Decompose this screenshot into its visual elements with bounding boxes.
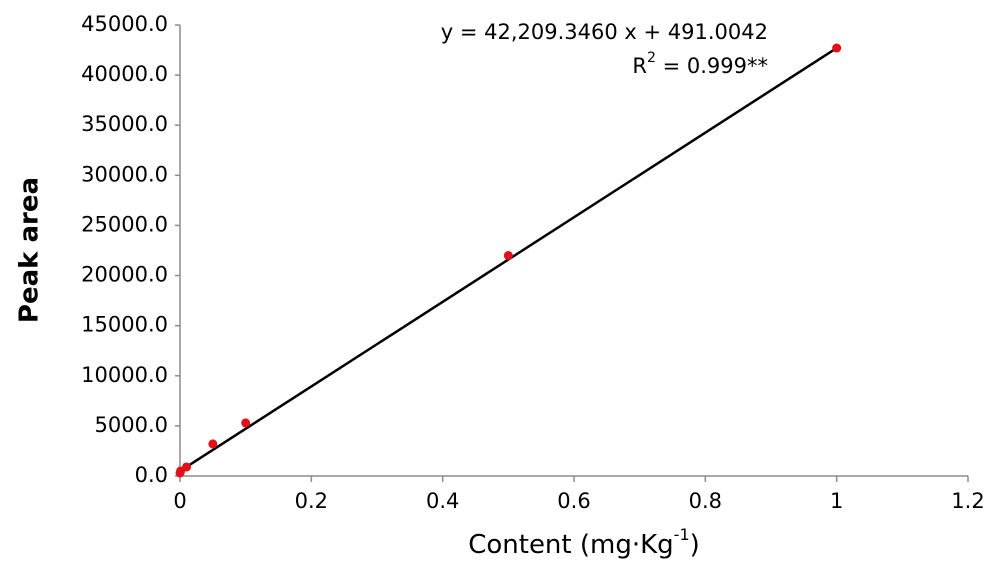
y-tick-label: 35000.0 [81, 112, 168, 136]
data-point [503, 251, 513, 261]
y-tick-label: 0.0 [135, 463, 168, 487]
data-point [208, 439, 218, 449]
x-tick-label: 0.6 [557, 489, 590, 513]
r-squared-rest: = 0.999** [656, 54, 768, 78]
y-tick-label: 15000.0 [81, 313, 168, 337]
y-tick-label: 20000.0 [81, 263, 168, 287]
y-tick-label: 45000.0 [81, 12, 168, 36]
y-tick-label: 10000.0 [81, 363, 168, 387]
r-squared-sup: 2 [647, 50, 656, 66]
y-tick-label: 25000.0 [81, 212, 168, 236]
y-tick-label: 40000.0 [81, 62, 168, 86]
r-squared-base: R [632, 54, 647, 78]
x-axis-title-end: ) [690, 530, 700, 560]
x-tick-label: 0.8 [689, 489, 722, 513]
y-tick-label: 5000.0 [95, 413, 168, 437]
data-point [241, 418, 251, 428]
x-tick-label: 0.4 [426, 489, 459, 513]
y-axis-title: Peak area [15, 177, 45, 323]
x-axis-title-sup: -1 [674, 525, 690, 544]
x-axis-title: Content (mg·Kg-1) [468, 525, 700, 560]
r-squared: R2 = 0.999** [632, 50, 768, 78]
y-tick-label: 30000.0 [81, 162, 168, 186]
data-point [182, 462, 192, 472]
equation: y = 42,209.3460 x + 491.0042 [441, 20, 768, 44]
x-tick-label: 1.2 [951, 489, 984, 513]
data-point [832, 43, 842, 53]
x-tick-label: 1 [830, 489, 843, 513]
x-tick-label: 0.2 [295, 489, 328, 513]
x-tick-label: 0 [173, 489, 186, 513]
x-axis-title-text: Content (mg·Kg [468, 530, 673, 560]
